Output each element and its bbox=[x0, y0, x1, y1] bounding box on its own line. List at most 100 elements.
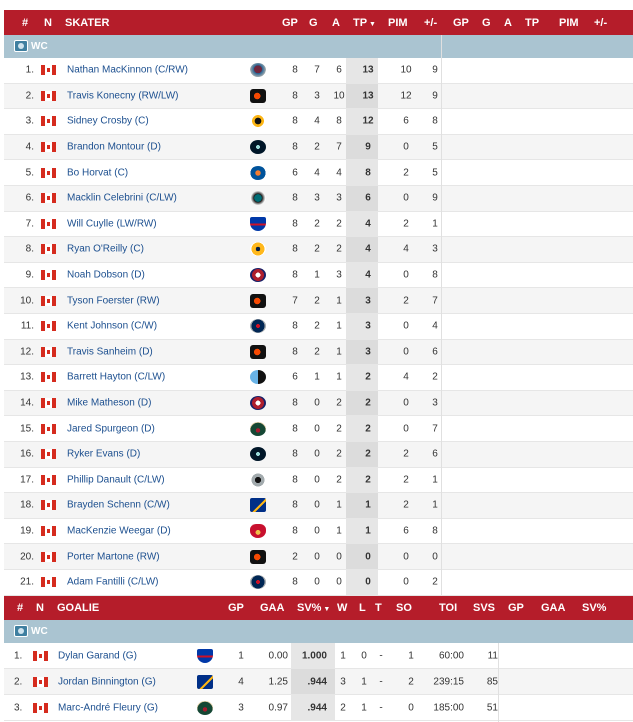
skater-row: 20. Porter Martone (RW) 2 0 0 0 0 0 bbox=[4, 544, 633, 570]
utah-logo-icon[interactable] bbox=[250, 370, 266, 385]
player-name-link[interactable]: Brayden Schenn (C/W) bbox=[67, 499, 170, 511]
skater-table-header: # N SKATER GP G A TP ▼ PIM +/- GP G A TP… bbox=[4, 10, 633, 35]
flyers-logo-icon[interactable] bbox=[250, 344, 266, 359]
col-goalie[interactable]: GOALIE bbox=[57, 602, 100, 614]
player-name-link[interactable]: Jordan Binnington (G) bbox=[58, 676, 156, 687]
player-name-link[interactable]: Adam Fantilli (C/LW) bbox=[67, 576, 159, 588]
flyers-logo-icon[interactable] bbox=[250, 293, 266, 308]
col-g-so[interactable]: SO bbox=[396, 602, 412, 614]
player-name-link[interactable]: Travis Sanheim (D) bbox=[67, 346, 153, 358]
col-pim[interactable]: PIM bbox=[388, 16, 408, 29]
flyers-logo-icon[interactable] bbox=[250, 88, 266, 103]
tp-highlight-cell bbox=[346, 544, 378, 569]
col-g-gp-2[interactable]: GP bbox=[508, 602, 524, 614]
col-g-gaa[interactable]: GAA bbox=[260, 602, 285, 614]
player-name-link[interactable]: Dylan Garand (G) bbox=[58, 650, 137, 661]
skater-row: 12. Travis Sanheim (D) 8 2 1 3 0 6 bbox=[4, 339, 633, 366]
rank-cell: 2. bbox=[14, 676, 23, 687]
player-name-link[interactable]: Brandon Montour (D) bbox=[67, 141, 161, 153]
canada-flag-icon bbox=[41, 90, 56, 101]
predators-logo-icon[interactable] bbox=[250, 242, 266, 257]
col-a[interactable]: A bbox=[332, 16, 340, 29]
plus-minus-cell: 2 bbox=[432, 371, 438, 383]
col-skater[interactable]: SKATER bbox=[65, 16, 110, 29]
player-name-link[interactable]: Macklin Celebrini (C/LW) bbox=[67, 192, 177, 204]
blue-jackets-logo-icon[interactable] bbox=[250, 319, 266, 334]
player-name-link[interactable]: Mike Matheson (D) bbox=[67, 397, 152, 409]
skater-row: 6. Macklin Celebrini (C/LW) 8 3 3 6 0 9 bbox=[4, 186, 633, 212]
player-name-link[interactable]: Ryker Evans (D) bbox=[67, 448, 141, 460]
col-pim-2[interactable]: PIM bbox=[559, 16, 579, 29]
rank-cell: 3. bbox=[25, 115, 34, 127]
canadiens-logo-icon[interactable] bbox=[250, 268, 266, 283]
col-gp-2[interactable]: GP bbox=[453, 16, 469, 29]
kings-logo-icon[interactable] bbox=[250, 472, 266, 487]
blues-logo-icon[interactable] bbox=[250, 498, 266, 513]
player-name-link[interactable]: Travis Konecny (RW/LW) bbox=[67, 90, 179, 102]
blue-jackets-logo-icon[interactable] bbox=[250, 575, 266, 590]
col-plus-minus[interactable]: +/- bbox=[424, 16, 438, 29]
g-cell: 2 bbox=[314, 243, 320, 255]
col-g-svp-2[interactable]: SV% bbox=[582, 602, 607, 614]
col-a-2[interactable]: A bbox=[504, 16, 512, 29]
col-g-l[interactable]: L bbox=[359, 602, 366, 614]
player-name-link[interactable]: Noah Dobson (D) bbox=[67, 269, 145, 281]
column-divider bbox=[441, 35, 442, 595]
col-g-gaa-2[interactable]: GAA bbox=[541, 602, 566, 614]
player-name-link[interactable]: Sidney Crosby (C) bbox=[67, 115, 149, 127]
gp-cell: 8 bbox=[292, 90, 298, 102]
kraken-logo-icon[interactable] bbox=[250, 140, 266, 155]
col-g-2[interactable]: G bbox=[482, 16, 491, 29]
avalanche-logo-icon[interactable] bbox=[250, 63, 266, 78]
player-name-link[interactable]: Ryan O'Reilly (C) bbox=[67, 243, 144, 255]
col-g-svp[interactable]: SV% ▼ bbox=[297, 602, 330, 614]
player-name-link[interactable]: Phillip Danault (C/LW) bbox=[67, 474, 165, 486]
canadiens-logo-icon[interactable] bbox=[250, 396, 266, 411]
player-name-link[interactable]: Nathan MacKinnon (C/RW) bbox=[67, 64, 188, 76]
col-g-gp[interactable]: GP bbox=[228, 602, 244, 614]
col-plus-minus-2[interactable]: +/- bbox=[594, 16, 608, 29]
tp-highlight-cell bbox=[346, 109, 378, 134]
blues-logo-icon[interactable] bbox=[197, 674, 213, 689]
player-name-link[interactable]: Bo Horvat (C) bbox=[67, 167, 129, 179]
wild-logo-icon[interactable] bbox=[197, 700, 213, 715]
col-gp[interactable]: GP bbox=[282, 16, 298, 29]
rank-cell: 14. bbox=[20, 397, 34, 409]
flames-logo-icon[interactable] bbox=[250, 524, 266, 539]
islanders-logo-icon[interactable] bbox=[250, 165, 266, 180]
col-g-svs[interactable]: SVS bbox=[473, 602, 496, 614]
sort-desc-icon: ▼ bbox=[321, 606, 331, 613]
player-name-link[interactable]: Jared Spurgeon (D) bbox=[67, 423, 155, 435]
penguins-logo-icon[interactable] bbox=[250, 114, 266, 129]
svs-cell: 11 bbox=[487, 650, 498, 661]
player-name-link[interactable]: MacKenzie Weegar (D) bbox=[67, 525, 171, 537]
col-g-w[interactable]: W bbox=[337, 602, 348, 614]
skater-row: 17. Phillip Danault (C/LW) 8 0 2 2 2 1 bbox=[4, 467, 633, 494]
flyers-logo-icon[interactable] bbox=[250, 549, 266, 564]
col-g-toi[interactable]: TOI bbox=[439, 602, 458, 614]
player-name-link[interactable]: Tyson Foerster (RW) bbox=[67, 295, 160, 307]
col-g-svp-label: SV% bbox=[297, 602, 322, 614]
plus-minus-cell: 9 bbox=[432, 64, 438, 76]
wild-logo-icon[interactable] bbox=[250, 421, 266, 436]
gp-cell: 8 bbox=[292, 243, 298, 255]
player-name-link[interactable]: Porter Martone (RW) bbox=[67, 551, 160, 563]
plus-minus-cell: 1 bbox=[432, 499, 438, 511]
player-name-link[interactable]: Kent Johnson (C/W) bbox=[67, 320, 158, 332]
col-tp-2[interactable]: TP bbox=[525, 16, 540, 29]
pim-cell: 4 bbox=[403, 243, 409, 255]
sharks-logo-icon[interactable] bbox=[250, 191, 266, 206]
player-name-link[interactable]: Barrett Hayton (C/LW) bbox=[67, 371, 166, 383]
col-g-t[interactable]: T bbox=[375, 602, 382, 614]
gaa-cell: 1.25 bbox=[268, 676, 288, 687]
player-name-link[interactable]: Will Cuylle (LW/RW) bbox=[67, 218, 157, 230]
player-name-link[interactable]: Marc-André Fleury (G) bbox=[58, 702, 159, 713]
goalie-row: 3. Marc-André Fleury (G) 3 0.97 .944 2 1 - 0 185:… bbox=[4, 695, 633, 721]
rangers-logo-icon[interactable] bbox=[250, 216, 266, 231]
col-tp[interactable]: TP ▼ bbox=[353, 17, 376, 29]
rangers-logo-icon[interactable] bbox=[197, 648, 213, 663]
goalie-group-row: WC bbox=[4, 620, 633, 643]
col-g[interactable]: G bbox=[309, 16, 318, 29]
kraken-logo-icon[interactable] bbox=[250, 447, 266, 462]
col-rank: # bbox=[22, 16, 29, 29]
